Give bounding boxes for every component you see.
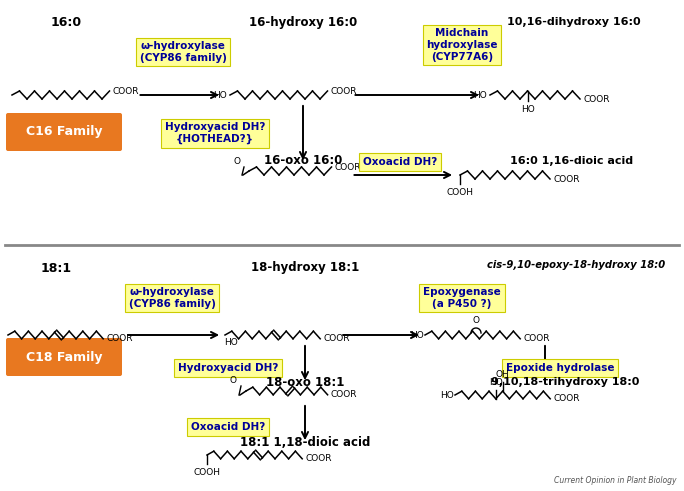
Text: ω-hydroxylase
(CYP86 family): ω-hydroxylase (CYP86 family) [129,287,215,309]
Text: Hydroxyacid DH?
{HOTHEAD?}: Hydroxyacid DH? {HOTHEAD?} [165,122,265,144]
Text: Midchain
hydroxylase
(CYP77A6): Midchain hydroxylase (CYP77A6) [426,28,498,61]
Text: HO: HO [410,330,424,339]
Text: C18 Family: C18 Family [26,351,102,363]
Text: COOR: COOR [334,163,361,171]
Text: HO: HO [489,378,503,387]
Text: 18:1 1,18-dioic acid: 18:1 1,18-dioic acid [240,436,370,449]
Text: 10,16-dihydroxy 16:0: 10,16-dihydroxy 16:0 [508,17,641,27]
Text: 16:0: 16:0 [51,16,81,28]
Text: 18:1: 18:1 [40,262,72,274]
Text: OH: OH [496,370,510,379]
Text: COOR: COOR [523,334,550,343]
Text: HO: HO [440,390,454,400]
Text: O: O [233,157,240,166]
Text: HO: HO [224,338,238,347]
Text: COOR: COOR [112,86,139,96]
Text: 18-hydroxy 18:1: 18-hydroxy 18:1 [251,262,359,274]
Text: HO: HO [473,90,487,100]
Text: COOR: COOR [324,334,350,343]
Text: COOH: COOH [194,468,220,477]
FancyBboxPatch shape [6,113,122,151]
Text: COOR: COOR [106,334,133,343]
Text: COOR: COOR [330,390,357,399]
Text: 16:0 1,16-dioic acid: 16:0 1,16-dioic acid [510,156,633,166]
Text: HO: HO [521,105,534,114]
Text: Hydroxyacid DH?: Hydroxyacid DH? [178,363,278,373]
Text: COOR: COOR [330,86,357,96]
Text: COOH: COOH [447,188,473,197]
FancyBboxPatch shape [6,338,122,376]
Text: COOR: COOR [553,394,580,403]
Text: O: O [473,316,479,325]
Text: cis-9,10-epoxy-18-hydroxy 18:0: cis-9,10-epoxy-18-hydroxy 18:0 [487,260,665,270]
Text: COOR: COOR [583,94,609,104]
Text: Oxoacid DH?: Oxoacid DH? [191,422,265,432]
Text: Epoxygenase
(a P450 ?): Epoxygenase (a P450 ?) [423,287,501,309]
Text: COOR: COOR [305,454,332,464]
Text: O: O [230,376,237,385]
Text: ω-hydroxylase
(CYP86 family): ω-hydroxylase (CYP86 family) [140,41,226,63]
Text: 18-oxo 18:1: 18-oxo 18:1 [266,376,344,388]
Text: 16-hydroxy 16:0: 16-hydroxy 16:0 [249,16,357,28]
Text: COOR: COOR [553,174,579,184]
Text: Current Opinion in Plant Biology: Current Opinion in Plant Biology [553,476,676,485]
Text: 16-oxo 16:0: 16-oxo 16:0 [264,155,342,167]
Text: HO: HO [213,90,227,100]
Text: Oxoacid DH?: Oxoacid DH? [363,157,437,167]
Text: Epoxide hydrolase: Epoxide hydrolase [505,363,614,373]
Text: 9,10,18-trihydroxy 18:0: 9,10,18-trihydroxy 18:0 [491,377,639,387]
Text: C16 Family: C16 Family [26,126,102,138]
